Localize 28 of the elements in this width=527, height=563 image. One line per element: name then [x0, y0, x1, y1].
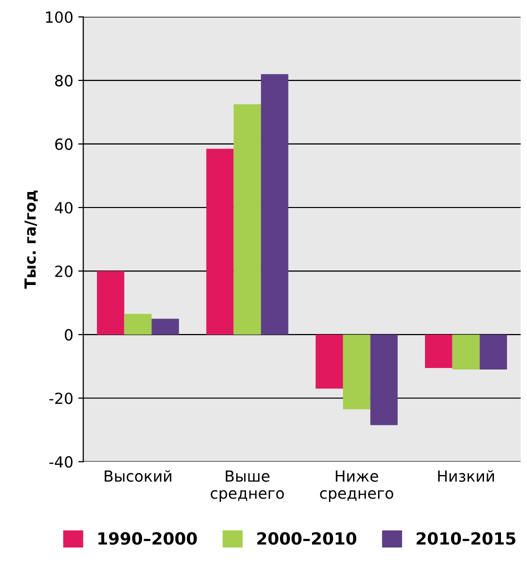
legend-label: 2000–2010 — [257, 532, 356, 545]
y-tick-label: -20 — [49, 392, 73, 404]
y-tick-label: 0 — [64, 329, 73, 341]
bar — [342, 334, 370, 410]
bar — [206, 148, 234, 335]
y-tick-label: 100 — [46, 11, 73, 23]
y-tick-label: 40 — [54, 202, 73, 214]
x-tick-label: Выше среднего — [210, 470, 284, 502]
bar — [260, 74, 288, 335]
x-tick-label: Низкий — [438, 470, 494, 482]
x-tick-label: Ниже среднего — [320, 470, 394, 502]
y-tick-label: 20 — [55, 266, 73, 278]
bar — [370, 334, 398, 426]
y-tick-label: 80 — [55, 74, 73, 86]
bar — [480, 334, 508, 370]
y-tick-label: -40 — [49, 456, 73, 468]
bar — [152, 318, 179, 335]
bar — [316, 334, 343, 389]
legend-label: 2010–2015 — [416, 532, 516, 545]
bar — [124, 314, 152, 335]
legend-label: 1990–2000 — [98, 532, 197, 545]
y-axis-title: Тыс. га/год — [24, 190, 38, 289]
bar — [234, 104, 261, 335]
bar — [96, 271, 124, 335]
x-tick-label: Высокий — [104, 470, 172, 482]
bar — [424, 334, 452, 368]
bar — [452, 334, 480, 370]
y-tick-label: 60 — [55, 138, 73, 150]
